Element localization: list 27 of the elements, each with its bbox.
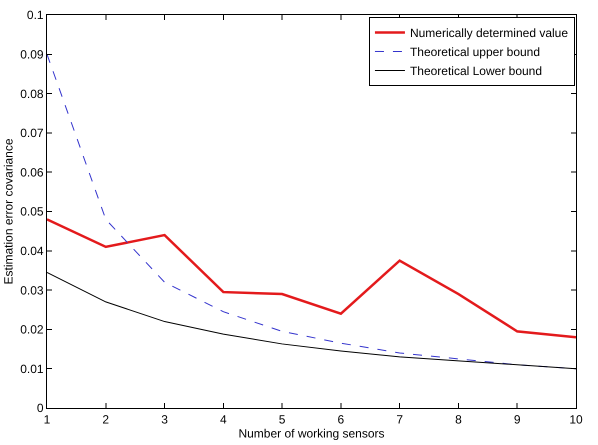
x-tick-label: 5 bbox=[278, 412, 286, 426]
legend-label: Theoretical Lower bound bbox=[410, 64, 542, 78]
x-tick-label: 7 bbox=[396, 412, 404, 426]
y-tick-label: 0.1 bbox=[26, 8, 44, 22]
y-tick-label: 0.04 bbox=[20, 244, 44, 258]
x-tick-label: 10 bbox=[569, 412, 583, 426]
y-tick-label: 0.01 bbox=[20, 362, 44, 376]
y-tick-label: 0 bbox=[36, 401, 44, 416]
x-axis-title: Number of working sensors bbox=[238, 426, 385, 440]
y-axis-title: Estimation error covariance bbox=[2, 138, 16, 285]
x-tick-label: 6 bbox=[338, 412, 345, 426]
x-tick-label: 3 bbox=[161, 412, 168, 426]
y-tick-label: 0.03 bbox=[20, 283, 44, 298]
x-tick-label: 4 bbox=[220, 412, 227, 426]
line-series bbox=[47, 218, 576, 339]
x-tick-label: 8 bbox=[455, 412, 462, 426]
y-tick-label: 0.07 bbox=[20, 126, 44, 140]
y-tick-label: 0.08 bbox=[20, 86, 44, 101]
y-tick-label: 0.02 bbox=[20, 322, 44, 337]
y-tick-label: 0.05 bbox=[20, 204, 44, 219]
y-tick-label: 0.06 bbox=[20, 165, 44, 180]
x-tick-label: 9 bbox=[514, 412, 521, 426]
x-tick-label: 1 bbox=[44, 412, 51, 426]
legend-label: Theoretical upper bound bbox=[410, 45, 540, 60]
x-tick-label: 2 bbox=[102, 412, 110, 426]
y-tick-label: 0.09 bbox=[20, 48, 44, 62]
legend-label: Numerically determined value bbox=[410, 26, 568, 40]
